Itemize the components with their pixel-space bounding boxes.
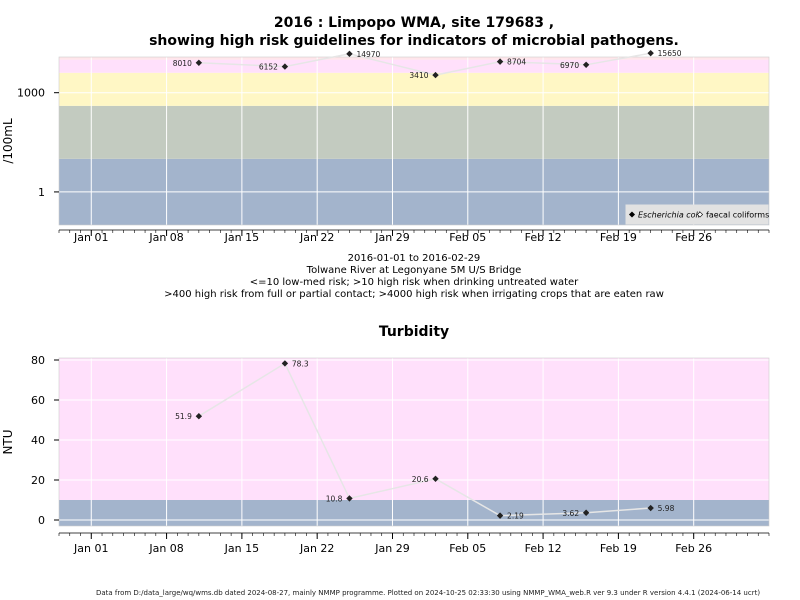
y-tick-label-2: 40 [31,434,45,447]
y-tick-label-3: 60 [31,394,45,407]
legend-marker-0 [628,211,636,218]
data-point-6 [647,504,654,512]
x-tick-label-0: Jan 01 [73,542,108,555]
risk-band-3 [59,59,769,73]
y-tick-label-0: 1 [38,186,45,199]
x-tick-label-8: Feb 26 [675,231,712,244]
y-tick-label-4: 80 [31,354,45,367]
data-point-1 [281,360,289,367]
data-point-2 [346,50,353,58]
x-tick-label-8: Feb 26 [675,542,712,555]
data-point-3 [432,475,439,482]
y-tick-label-0: 0 [38,514,45,527]
plot-frame [58,56,770,226]
x-tick-label-1: Jan 08 [148,542,183,555]
data-point-5 [582,61,590,69]
legend-entry-1: faecal coliforms [706,211,769,220]
x-tick-label-4: Jan 29 [374,231,409,244]
x-tick-label-4: Jan 29 [374,542,409,555]
data-point-5 [582,509,590,516]
turbidity-title: Turbidity [379,324,449,340]
y-axis-title: /100mL [1,118,15,164]
data-label-3: 3410 [409,71,428,80]
risk-band-1 [59,358,769,500]
data-label-6: 15650 [658,49,682,58]
risk-band-2 [59,72,769,106]
ecoli-panel: 1 1000/100mL Jan 01 Jan 08 Jan 15 Jan 22 Jan 2… [1,49,770,244]
chart-title-line2: showing high risk guidelines for indicat… [149,33,679,49]
data-label-1: 78.3 [292,359,309,368]
x-tick-label-3: Jan 22 [299,231,334,244]
x-tick-label-3: Jan 22 [299,542,334,555]
data-label-5: 3.62 [562,509,579,518]
x-tick-label-6: Feb 12 [525,542,562,555]
x-tick-label-7: Feb 19 [600,231,637,244]
turbidity-panel: 0 20 40 60 80 NTU Jan 01 Jan 08 Jan 15 Jan 22 Jan … [1,354,770,555]
chart-title-line1: 2016 : Limpopo WMA, site 179683 , [274,15,554,31]
x-tick-label-5: Feb 05 [449,542,486,555]
plot-frame [58,357,770,527]
x-tick-label-7: Feb 19 [600,542,637,555]
data-label-4: 8704 [507,58,526,67]
data-point-2 [346,495,353,502]
x-tick-label-1: Jan 08 [148,231,183,244]
data-label-1: 6152 [259,63,278,72]
data-label-0: 8010 [173,59,192,68]
x-tick-label-0: Jan 01 [73,231,108,244]
data-label-4: 2.19 [507,512,524,521]
data-label-5: 6970 [560,61,579,70]
data-label-0: 51.9 [175,412,192,421]
footer-note: Data from D:/data_large/wq/wms.db dated … [96,589,760,597]
x-tick-label-2: Jan 15 [224,231,259,244]
data-point-4 [496,58,504,65]
risk-band-4 [59,57,769,60]
data-point-0 [195,413,203,420]
caption-date-range: 2016-01-01 to 2016-02-29 [348,253,481,264]
data-label-2: 14970 [356,50,380,59]
data-point-6 [647,49,654,57]
data-label-2: 10.8 [326,494,343,503]
x-tick-label-5: Feb 05 [449,231,486,244]
data-label-6: 5.98 [658,504,675,513]
risk-band-0 [59,500,769,526]
data-point-1 [281,63,289,70]
caption-guideline-drinking: <=10 low-med risk; >10 high risk when dr… [250,277,579,288]
legend-entry-0: Escherichia coli [638,211,701,220]
data-point-3 [432,71,439,79]
x-tick-label-6: Feb 12 [525,231,562,244]
y-axis-title: NTU [1,429,15,454]
x-tick-label-2: Jan 15 [224,542,259,555]
data-point-4 [496,512,504,519]
legend-marker-1 [696,211,704,218]
data-label-3: 20.6 [412,475,429,484]
y-tick-label-1: 1000 [17,87,45,100]
data-point-0 [195,59,203,67]
caption-site-name: Tolwane River at Legonyane 5M U/S Bridge [306,265,522,276]
risk-band-1 [59,105,769,159]
y-tick-label-1: 20 [31,474,45,487]
caption-guideline-contact: >400 high risk from full or partial cont… [164,289,664,300]
